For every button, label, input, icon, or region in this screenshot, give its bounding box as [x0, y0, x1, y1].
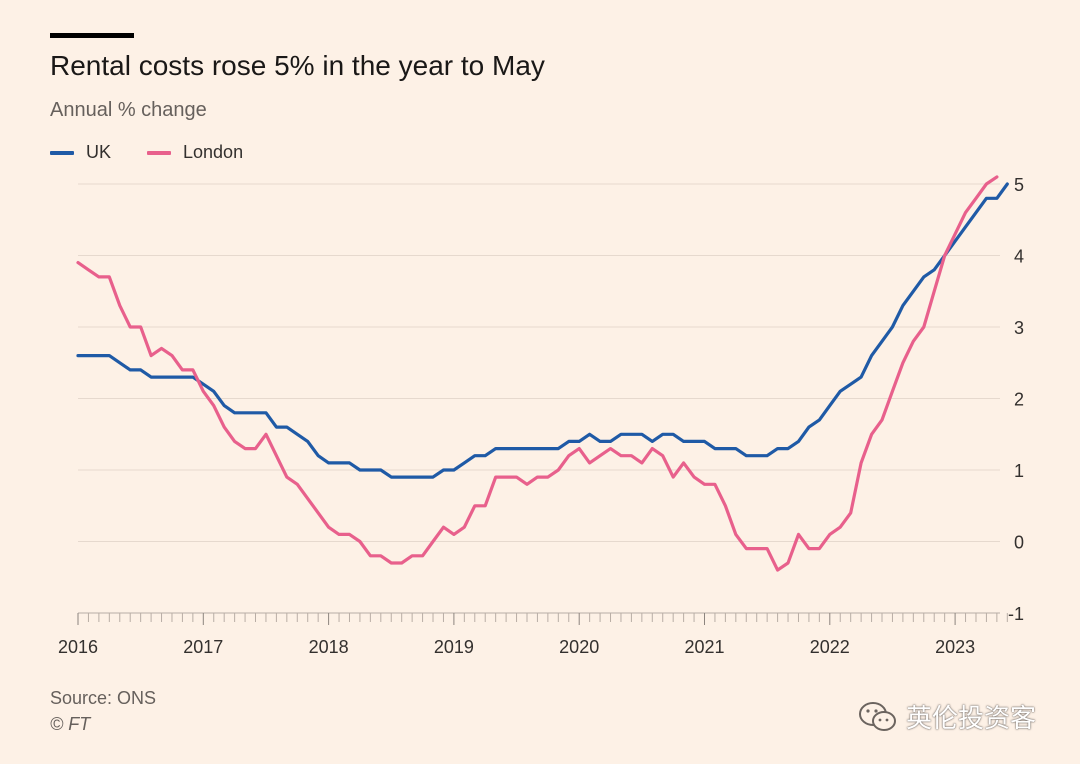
series-line-uk	[76, 182, 1009, 479]
x-tick-label: 2018	[309, 637, 349, 657]
y-tick-label: 3	[1014, 318, 1024, 338]
chat-bubbles-icon	[859, 701, 896, 731]
x-tick-label: 2020	[559, 637, 599, 657]
chart-subtitle: Annual % change	[50, 99, 207, 121]
x-tick-label: 2016	[58, 637, 98, 657]
legend-label-uk: UK	[86, 142, 112, 162]
y-tick-label: 2	[1014, 390, 1024, 410]
y-tick-label: 5	[1014, 175, 1024, 195]
x-tick-label: 2022	[810, 637, 850, 657]
y-tick-label: 4	[1014, 247, 1024, 267]
legend-label-london: London	[183, 142, 244, 162]
source-note: Source: ONS	[50, 688, 157, 708]
chart-title: Rental costs rose 5% in the year to May	[50, 50, 545, 81]
y-tick-label: -1	[1008, 604, 1024, 624]
series-line-london	[76, 175, 999, 572]
x-tick-label: 2019	[434, 637, 474, 657]
y-tick-label: 0	[1014, 533, 1024, 553]
watermark: 英伦投资客	[858, 698, 1036, 735]
copyright-note: © FT	[50, 714, 91, 734]
header-rule	[50, 33, 134, 38]
legend-swatch-uk	[50, 150, 74, 155]
y-tick-label: 1	[1014, 461, 1024, 481]
watermark-text: 英伦投资客	[906, 703, 1037, 733]
x-tick-label: 2017	[183, 637, 223, 657]
legend-swatch-london	[147, 150, 172, 155]
legend-item-uk: UK	[50, 142, 111, 163]
x-tick-label: 2021	[684, 637, 724, 657]
legend: UK London	[50, 142, 243, 163]
legend-item-london: London	[147, 142, 243, 163]
x-tick-label: 2023	[935, 637, 975, 657]
